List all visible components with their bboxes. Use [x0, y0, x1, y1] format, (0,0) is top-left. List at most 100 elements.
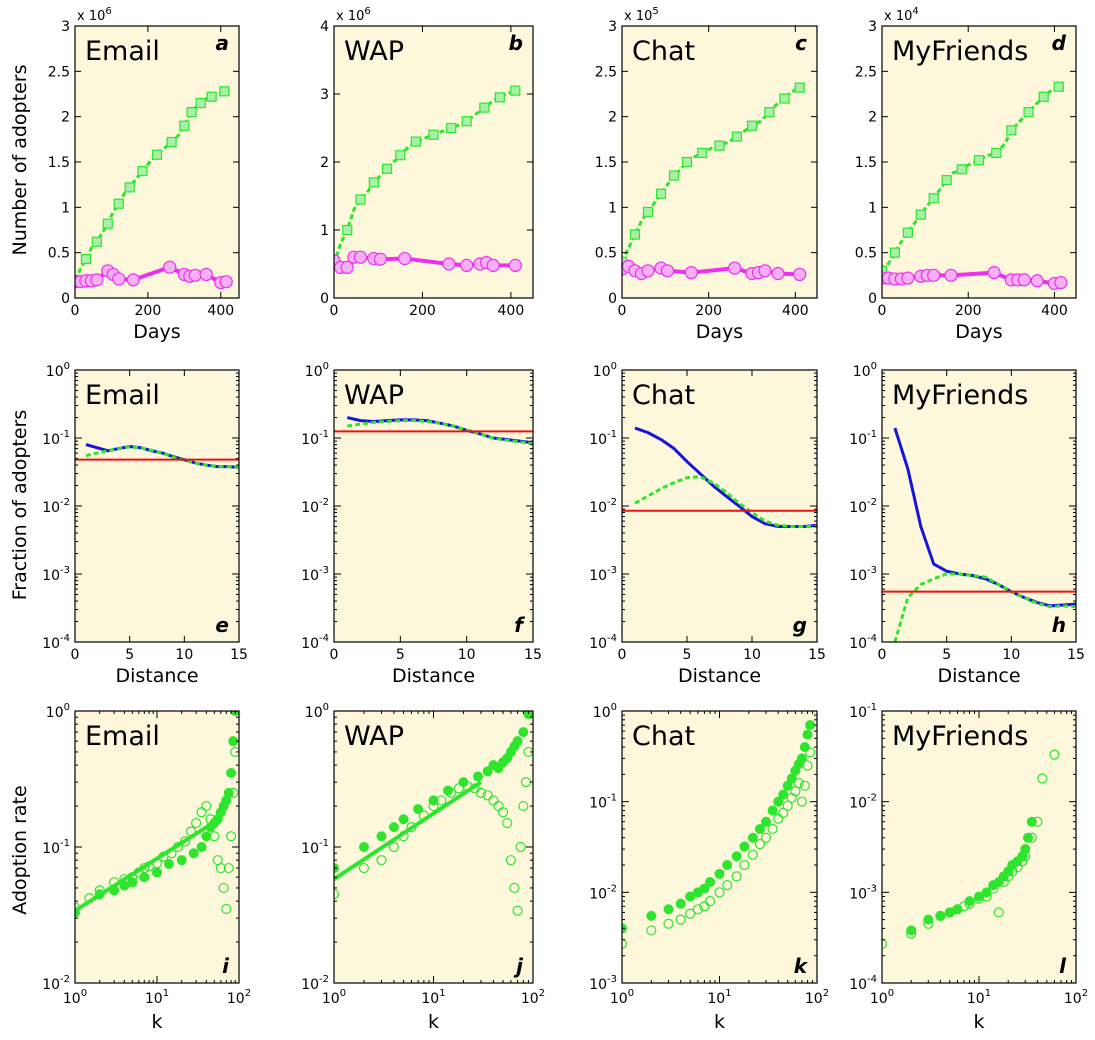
open-point — [747, 849, 758, 860]
square-marker — [889, 247, 901, 258]
square-marker — [731, 131, 742, 142]
filled-point — [196, 842, 207, 852]
x-tick-label: 400 — [498, 303, 525, 319]
axes-frame — [621, 369, 818, 643]
open-point — [699, 901, 710, 912]
circle-marker — [1054, 275, 1068, 290]
x-tick-label: 102 — [805, 988, 829, 1007]
y-tick-label: 10-2 — [42, 974, 70, 993]
square-marker — [882, 265, 888, 276]
filled-point — [201, 831, 212, 842]
x-tick-label: 101 — [707, 988, 731, 1007]
x-axis-label: Days — [133, 321, 180, 343]
circle-marker — [1017, 273, 1031, 287]
square-marker — [428, 129, 439, 140]
open-point — [221, 903, 232, 915]
open-point — [704, 896, 716, 907]
filled-point — [163, 858, 174, 869]
square-marker — [206, 91, 217, 102]
square-marker — [137, 165, 148, 177]
x-tick-label: 0 — [330, 303, 339, 319]
circle-marker — [486, 258, 500, 272]
open-point — [973, 893, 985, 904]
square-marker — [746, 120, 758, 131]
x-tick-label: 10 — [458, 647, 476, 663]
panel-title: Chat — [632, 36, 695, 67]
open-point — [793, 778, 804, 789]
x-tick-label: 101 — [967, 988, 991, 1007]
panel-i: 100 101 102 10-2 10-1 100 Email i k — [42, 702, 251, 1033]
panel-letter: e — [215, 613, 229, 637]
panel-letter: i — [222, 954, 230, 978]
open-point — [518, 800, 529, 812]
x-tick-label: 15 — [230, 647, 248, 663]
y-tick-label: 100 — [853, 361, 877, 380]
filled-point — [512, 736, 523, 747]
open-point — [497, 807, 509, 818]
square-marker — [91, 236, 102, 247]
plot-marks — [75, 443, 239, 469]
filled-point — [388, 822, 399, 833]
y-tick-label: 1 — [608, 200, 617, 216]
y-tick-label: 10-4 — [301, 633, 329, 652]
y-tick-label: 10-2 — [301, 497, 329, 516]
open-point — [230, 746, 239, 758]
plot-marks — [882, 81, 1068, 291]
y-tick-label: 10-2 — [301, 974, 329, 993]
filled-point — [722, 860, 733, 871]
circle-marker — [758, 264, 772, 278]
open-point — [1026, 832, 1037, 843]
filled-point — [1026, 816, 1037, 827]
axes-frame — [881, 710, 1077, 984]
circle-marker — [353, 250, 368, 264]
y-tick-label: 0 — [320, 291, 329, 307]
circle-marker — [460, 258, 474, 272]
x-tick-label: 10 — [175, 647, 193, 663]
x-tick-label: 0 — [618, 647, 627, 663]
y-tick-label: 1.5 — [48, 155, 70, 171]
open-point — [692, 904, 703, 915]
y-tick-label: 10-1 — [42, 429, 70, 448]
filled-point — [685, 891, 696, 902]
green-line — [634, 475, 817, 528]
y-tick-label: 10-4 — [42, 633, 70, 652]
open-point — [139, 862, 150, 874]
y-tick-label: 2.5 — [48, 64, 70, 80]
x-tick-label: 200 — [955, 303, 982, 319]
square-marker — [494, 92, 505, 103]
axes-frame — [74, 369, 240, 643]
square-marker — [941, 175, 952, 186]
x-axis-label: k — [428, 1011, 439, 1033]
open-point — [796, 796, 807, 807]
x-tick-label: 0 — [618, 303, 627, 319]
x-tick-label: 102 — [1064, 988, 1088, 1007]
y-tick-label: 0 — [61, 291, 70, 307]
open-point — [906, 928, 917, 939]
circle-marker — [199, 267, 213, 282]
plot-marks — [622, 426, 817, 528]
open-point — [179, 836, 191, 847]
y-tick-label: 3 — [608, 19, 617, 35]
x-tick-label: 102 — [521, 988, 545, 1007]
panel-title: WAP — [344, 380, 404, 411]
x-tick-label: 400 — [1041, 303, 1068, 319]
y-tick-label: 10-3 — [42, 565, 70, 584]
open-point — [488, 795, 499, 806]
open-point — [1049, 749, 1060, 760]
open-point — [225, 831, 237, 842]
circle-marker — [508, 258, 522, 272]
square-marker — [510, 85, 521, 96]
square-marker — [479, 102, 490, 113]
panel-title: WAP — [344, 36, 404, 67]
open-point — [428, 800, 439, 812]
panel-title: MyFriends — [892, 721, 1028, 752]
filled-point — [802, 729, 813, 740]
circle-marker — [641, 264, 655, 278]
square-marker — [381, 163, 393, 174]
open-point — [398, 831, 409, 842]
open-point — [209, 831, 220, 842]
y-tick-label: 1 — [320, 223, 329, 239]
open-point — [228, 787, 239, 798]
filled-point — [739, 841, 750, 852]
open-point — [773, 813, 784, 824]
